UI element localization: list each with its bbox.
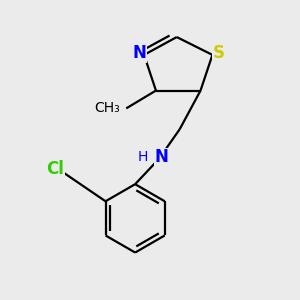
Text: S: S [213, 44, 225, 62]
Text: Cl: Cl [46, 160, 64, 178]
Text: H: H [137, 150, 148, 164]
Text: N: N [133, 44, 146, 62]
Text: CH₃: CH₃ [94, 101, 120, 116]
Text: N: N [155, 148, 169, 166]
